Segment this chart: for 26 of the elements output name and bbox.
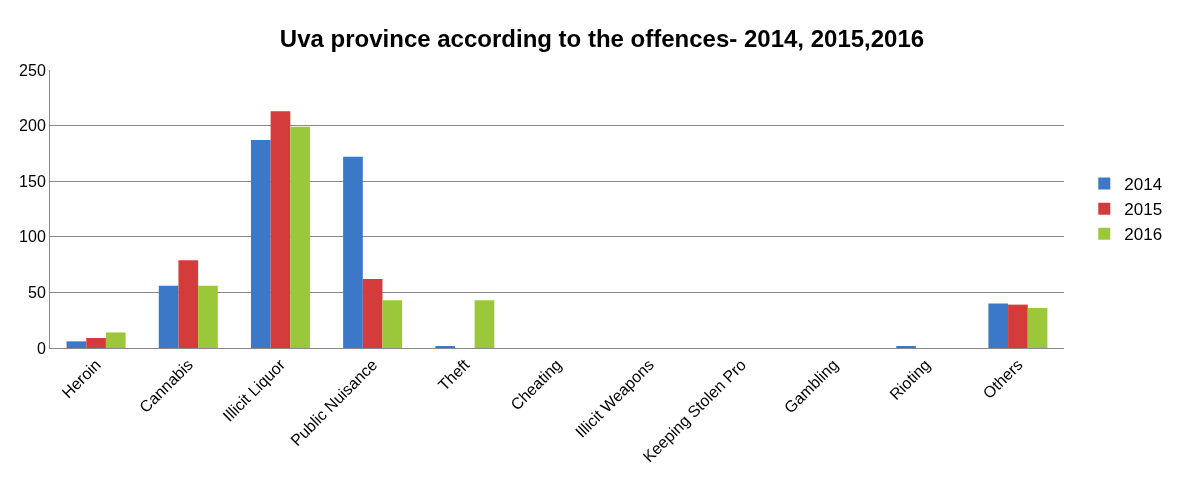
legend-label: 2015 [1124,200,1163,220]
legend-label: 2016 [1124,225,1163,245]
y-tick-label: 0 [36,339,46,357]
y-tick-label: 50 [28,284,46,301]
y-tick-label: 100 [19,228,46,246]
bar [270,111,291,348]
bar [290,126,310,348]
y-tick-label: 250 [19,61,46,79]
bar [474,300,495,348]
bar [382,300,403,348]
legend-label: 2014 [1124,175,1163,195]
bar [105,332,126,348]
bar [343,156,363,348]
bar [362,279,383,348]
y-tick-label: 200 [19,117,46,135]
bar [66,341,87,348]
bar [988,303,1009,348]
bar [86,337,106,348]
bar [250,140,271,348]
bar [158,285,179,348]
chart-title: Uva province according to the offences- 2014, 2015,2016 [279,24,925,52]
bar [1027,307,1048,348]
bar [1008,304,1028,348]
y-tick-label: 150 [19,172,46,190]
bar [198,285,218,348]
bar [178,260,199,348]
